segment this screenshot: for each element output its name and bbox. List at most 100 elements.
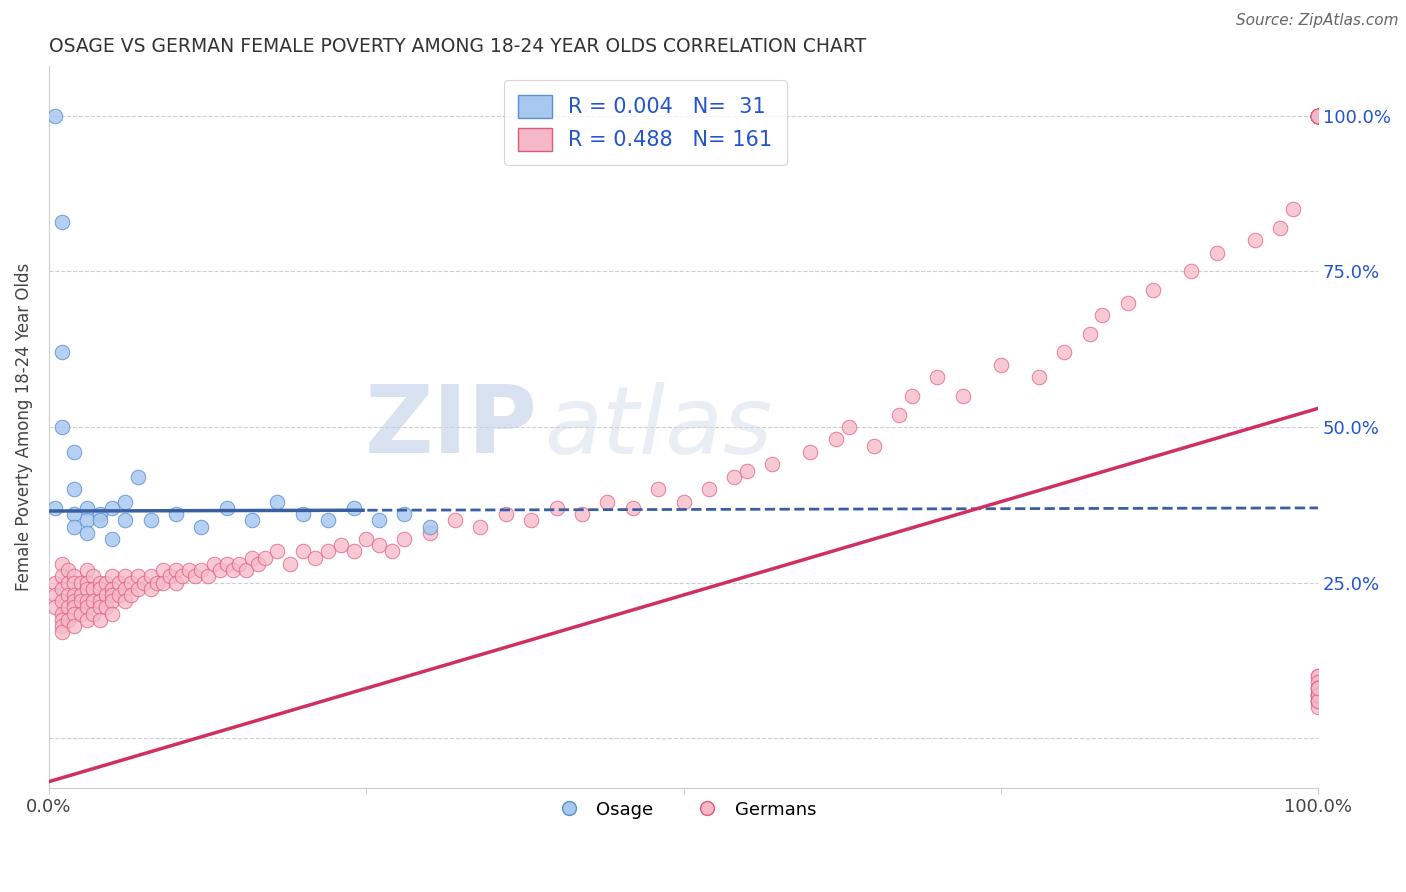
Text: ZIP: ZIP [364,381,537,473]
Point [394,507,416,521]
Point [1308,688,1330,702]
Point [1308,669,1330,683]
Point [1053,345,1076,359]
Point [82,569,104,583]
Point [51,557,73,571]
Point [1308,688,1330,702]
Point [69,594,91,608]
Point [596,494,619,508]
Point [51,345,73,359]
Point [316,544,339,558]
Point [1308,694,1330,708]
Point [152,575,174,590]
Point [240,513,263,527]
Point [799,445,821,459]
Point [63,600,86,615]
Point [329,538,352,552]
Point [121,588,143,602]
Point [824,433,846,447]
Point [127,470,149,484]
Point [44,109,66,123]
Point [76,563,98,577]
Point [278,557,301,571]
Point [127,582,149,596]
Point [621,500,644,515]
Point [1308,694,1330,708]
Point [1281,202,1303,217]
Point [89,507,111,521]
Point [342,500,364,515]
Point [139,569,162,583]
Point [1308,694,1330,708]
Point [202,557,225,571]
Point [266,544,288,558]
Point [1308,109,1330,123]
Point [51,613,73,627]
Point [1028,370,1050,384]
Point [51,619,73,633]
Point [394,532,416,546]
Point [63,519,86,533]
Point [94,600,117,615]
Point [1180,264,1202,278]
Point [1308,109,1330,123]
Point [1308,675,1330,690]
Point [291,507,314,521]
Point [1308,109,1330,123]
Point [89,613,111,627]
Point [89,582,111,596]
Point [76,600,98,615]
Point [89,575,111,590]
Point [1308,109,1330,123]
Point [927,370,949,384]
Point [368,513,391,527]
Point [1308,109,1330,123]
Point [82,582,104,596]
Point [172,569,194,583]
Point [82,607,104,621]
Point [1308,109,1330,123]
Point [101,569,124,583]
Point [134,575,156,590]
Point [197,569,219,583]
Point [1308,109,1330,123]
Point [89,600,111,615]
Point [697,482,720,496]
Point [63,507,86,521]
Point [101,500,124,515]
Point [69,588,91,602]
Point [419,519,441,533]
Point [1308,700,1330,714]
Point [228,557,250,571]
Point [51,625,73,640]
Point [419,525,441,540]
Point [107,588,129,602]
Point [51,569,73,583]
Point [1308,109,1330,123]
Point [56,575,79,590]
Point [63,575,86,590]
Point [165,575,187,590]
Point [1116,295,1139,310]
Point [1308,681,1330,696]
Point [316,513,339,527]
Point [1308,109,1330,123]
Point [838,420,860,434]
Point [889,408,911,422]
Point [1308,109,1330,123]
Point [1091,308,1114,322]
Point [1308,109,1330,123]
Point [107,575,129,590]
Point [184,569,207,583]
Point [63,588,86,602]
Point [240,550,263,565]
Point [44,588,66,602]
Point [51,420,73,434]
Point [44,575,66,590]
Point [222,563,245,577]
Text: atlas: atlas [544,382,772,473]
Point [1308,669,1330,683]
Text: Source: ZipAtlas.com: Source: ZipAtlas.com [1236,13,1399,29]
Point [381,544,404,558]
Point [266,494,288,508]
